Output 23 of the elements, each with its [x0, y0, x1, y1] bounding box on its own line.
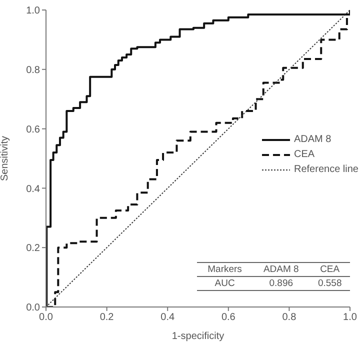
y-tick-label: 0.8 [26, 64, 40, 76]
y-tick-label: 0.6 [26, 124, 40, 136]
x-axis-title: 1-specificity [172, 331, 224, 342]
legend-label: ADAM 8 [294, 134, 332, 145]
x-tick-label: 0.2 [100, 312, 114, 324]
y-tick-label: 0.0 [26, 302, 40, 314]
x-tick-label: 0.8 [282, 312, 297, 324]
annotation: 0.896 [268, 277, 294, 290]
y-axis-title: Sensitivity [0, 136, 11, 182]
legend-label: Reference line [294, 164, 358, 175]
annotation: AUC [214, 277, 236, 290]
y-tick-label: 0.2 [26, 243, 40, 254]
y-tick-label: 1.0 [26, 6, 40, 17]
annotation: Markers [206, 263, 243, 276]
annotation: CEA [319, 263, 341, 276]
annotation: 0.558 [316, 277, 343, 290]
x-tick-label: 0.4 [160, 312, 175, 324]
legend-label: CEA [294, 149, 315, 160]
x-tick-label: 0.0 [39, 312, 54, 324]
x-tick-label: 0.6 [221, 312, 236, 324]
x-tick-label: 1.0 [343, 312, 358, 324]
y-tick-label: 0.4 [26, 184, 40, 195]
annotation: ADAM 8 [262, 263, 300, 276]
